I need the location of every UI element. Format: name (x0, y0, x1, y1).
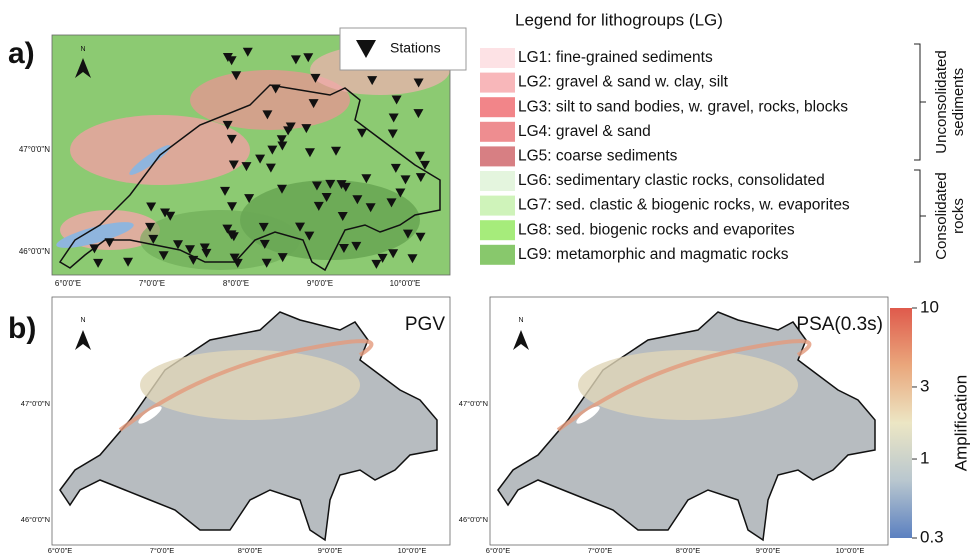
lat-tick-label: 47°0'0"N (459, 399, 488, 408)
legend-swatch (480, 220, 515, 240)
group-label: sediments (950, 68, 967, 136)
lon-tick-label: 8°0'0"E (223, 279, 249, 288)
map-title: PSA(0.3s) (796, 314, 883, 335)
lon-tick-label: 9°0'0"E (756, 546, 781, 555)
colorbar-tick-label: 0.3 (920, 527, 944, 546)
legend-swatch (480, 196, 515, 216)
lon-tick-label: 9°0'0"E (318, 546, 343, 555)
group-label: rocks (950, 198, 967, 234)
north-label: N (80, 317, 85, 324)
lon-tick-label: 10°0'0"E (836, 546, 865, 555)
lon-tick-label: 7°0'0"E (139, 279, 165, 288)
lat-tick-label: 46°0'0"N (459, 515, 488, 524)
north-label: N (518, 317, 523, 324)
legend-label: LG5: coarse sediments (518, 147, 678, 164)
colorbar-tick-label: 1 (920, 449, 929, 468)
lon-tick-label: 9°0'0"E (307, 279, 333, 288)
lon-tick-label: 6°0'0"E (486, 546, 511, 555)
lon-tick-label: 7°0'0"E (150, 546, 175, 555)
lon-tick-label: 7°0'0"E (588, 546, 613, 555)
legend-label: LG8: sed. biogenic rocks and evaporites (518, 221, 795, 238)
plateau-zone (140, 350, 360, 420)
lat-tick-label: 47°0'0"N (19, 145, 50, 154)
group-label: Unconsolidated (933, 50, 950, 153)
legend-label: LG1: fine-grained sediments (518, 49, 713, 66)
lat-tick-label: 46°0'0"N (21, 515, 50, 524)
north-label: N (80, 46, 85, 53)
legend-swatch (480, 97, 515, 117)
group-bracket (914, 44, 926, 160)
figure: Stations N a) b) Legend for lithogroups … (0, 0, 976, 556)
panel-label: a) (8, 37, 35, 70)
group-label: Consolidated (933, 172, 950, 260)
colorbar-tick-label: 3 (920, 376, 929, 395)
legend-label: LG6: sedimentary clastic rocks, consolid… (518, 172, 825, 189)
panel-label: b) (8, 312, 36, 345)
colorbar (890, 308, 912, 538)
legend-swatch (480, 245, 515, 265)
legend-swatch (480, 48, 515, 68)
legend-swatch (480, 171, 515, 191)
lat-tick-label: 46°0'0"N (19, 247, 50, 256)
legend-label: LG2: gravel & sand w. clay, silt (518, 74, 729, 91)
legend-swatch (480, 122, 515, 142)
legend-swatch (480, 73, 515, 93)
lon-tick-label: 10°0'0"E (398, 546, 427, 555)
legend-label: LG4: gravel & sand (518, 123, 651, 140)
group-bracket (914, 170, 926, 262)
lon-tick-label: 8°0'0"E (238, 546, 263, 555)
lon-tick-label: 6°0'0"E (55, 279, 81, 288)
legend-swatch (480, 146, 515, 166)
legend-label: LG3: silt to sand bodies, w. gravel, roc… (518, 98, 848, 115)
legend-label: LG7: sed. clastic & biogenic rocks, w. e… (518, 197, 850, 214)
lat-tick-label: 47°0'0"N (21, 399, 50, 408)
colorbar-tick-label: 10 (920, 297, 939, 316)
stations-legend-label: Stations (390, 40, 441, 56)
lon-tick-label: 10°0'0"E (390, 279, 421, 288)
colorbar-label: Amplification (951, 375, 970, 471)
map-title: PGV (405, 314, 445, 335)
lon-tick-label: 6°0'0"E (48, 546, 73, 555)
legend-title: Legend for lithogroups (LG) (515, 10, 723, 29)
lon-tick-label: 8°0'0"E (676, 546, 701, 555)
legend-label: LG9: metamorphic and magmatic rocks (518, 246, 789, 263)
plateau-zone (578, 350, 798, 420)
